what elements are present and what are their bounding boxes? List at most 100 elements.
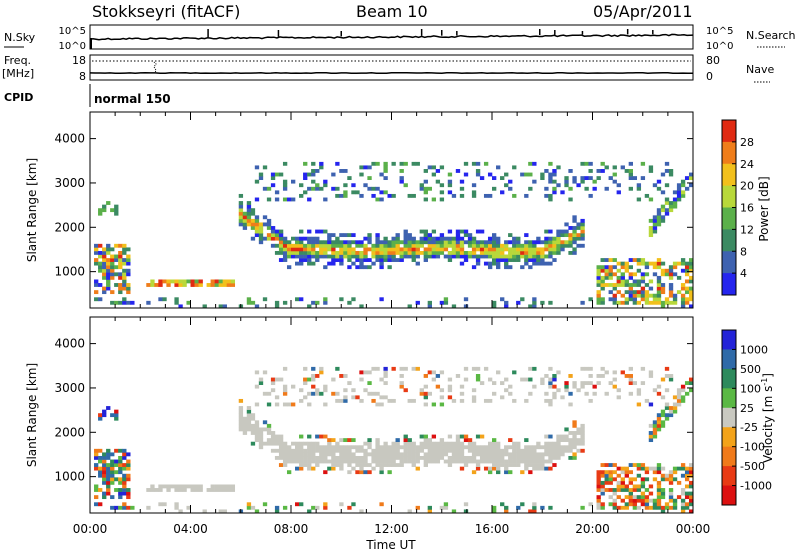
power-cell	[399, 176, 404, 181]
velocity-cell	[612, 377, 617, 382]
velocity-cell	[222, 509, 227, 514]
power-colorbar-tick-label: 16	[740, 202, 754, 215]
velocity-cell	[375, 402, 380, 407]
power-cell	[254, 233, 260, 238]
power-cell	[359, 240, 364, 245]
velocity-cell	[556, 370, 561, 375]
velocity-cell	[596, 473, 601, 478]
velocity-cell	[688, 473, 694, 478]
power-cell	[419, 229, 424, 234]
power-cell	[254, 165, 260, 170]
velocity-cell	[548, 448, 553, 453]
velocity-cell	[608, 495, 613, 500]
velocity-cell	[572, 438, 577, 443]
power-cell	[656, 297, 662, 302]
velocity-cell	[592, 384, 597, 389]
power-cell	[335, 236, 340, 241]
velocity-cell	[431, 459, 437, 464]
velocity-colorbar-tick-label: 500	[740, 363, 761, 376]
velocity-cell	[483, 452, 489, 457]
power-cell	[274, 304, 280, 309]
velocity-cell	[467, 441, 473, 446]
power-cell	[580, 179, 585, 184]
velocity-cell	[552, 455, 557, 460]
velocity-cell	[584, 391, 589, 396]
velocity-cell	[652, 505, 658, 510]
velocity-cell	[447, 395, 453, 400]
velocity-cell	[640, 484, 646, 489]
velocity-cell	[299, 466, 304, 471]
power-cell	[684, 290, 690, 295]
power-cell	[114, 204, 119, 209]
velocity-cell	[676, 480, 682, 485]
power-colorbar-swatch	[722, 120, 736, 143]
velocity-cell	[327, 438, 332, 443]
velocity-cell	[411, 455, 416, 460]
power-cell	[516, 258, 521, 262]
velocity-cell	[371, 466, 376, 471]
velocity-cell	[282, 463, 288, 467]
velocity-cell	[202, 509, 207, 514]
power-cell	[459, 236, 465, 241]
power-cell	[652, 183, 658, 188]
velocity-cell	[475, 463, 481, 467]
velocity-cell	[680, 466, 686, 471]
velocity-cell	[198, 488, 203, 492]
velocity-cell	[568, 431, 573, 435]
velocity-cell	[106, 480, 111, 485]
power-cell	[343, 243, 348, 248]
velocity-cell	[403, 455, 408, 460]
velocity-cell	[580, 505, 585, 510]
power-cell	[459, 261, 465, 266]
velocity-cell	[596, 498, 601, 503]
power-cell	[492, 233, 497, 238]
power-cell	[532, 161, 537, 166]
power-cell	[471, 161, 477, 166]
power-cell	[106, 201, 111, 205]
power-cell	[688, 279, 694, 284]
velocity-cell	[483, 459, 489, 464]
power-cell	[656, 211, 662, 216]
velocity-cell	[114, 413, 119, 418]
velocity-cell	[383, 366, 388, 371]
power-cell	[282, 186, 288, 191]
power-cell	[624, 290, 629, 295]
power-cell	[479, 254, 485, 259]
velocity-cell	[652, 431, 658, 435]
velocity-cell	[524, 438, 529, 443]
power-cell	[286, 197, 292, 202]
power-cell	[98, 265, 103, 270]
velocity-cell	[620, 498, 625, 503]
velocity-cell	[496, 459, 501, 464]
power-cell	[122, 247, 127, 252]
velocity-cell	[359, 370, 364, 375]
velocity-cell	[347, 505, 352, 510]
velocity-cell	[359, 377, 364, 382]
velocity-cell	[556, 445, 561, 450]
power-cell	[146, 283, 151, 287]
power-cell	[254, 304, 260, 309]
velocity-cell	[628, 470, 633, 475]
velocity-cell	[508, 438, 513, 443]
power-cell	[363, 243, 368, 248]
power-cell	[387, 265, 392, 270]
velocity-colorbar-tick-label: -25	[740, 421, 758, 434]
velocity-cell	[375, 441, 380, 446]
power-cell	[616, 268, 621, 273]
velocity-cell	[419, 388, 424, 393]
power-cell	[628, 293, 633, 298]
power-cell	[608, 283, 613, 287]
velocity-cell	[319, 455, 324, 460]
power-cell	[552, 179, 557, 184]
velocity-cell	[688, 491, 694, 496]
power-cell	[644, 297, 650, 302]
power-cell	[351, 240, 356, 245]
velocity-cell	[540, 377, 545, 382]
velocity-cell	[367, 441, 372, 446]
velocity-cell	[568, 448, 573, 453]
velocity-cell	[536, 441, 541, 446]
velocity-cell	[375, 463, 380, 467]
power-cell	[299, 261, 304, 266]
velocity-cell	[516, 455, 521, 460]
